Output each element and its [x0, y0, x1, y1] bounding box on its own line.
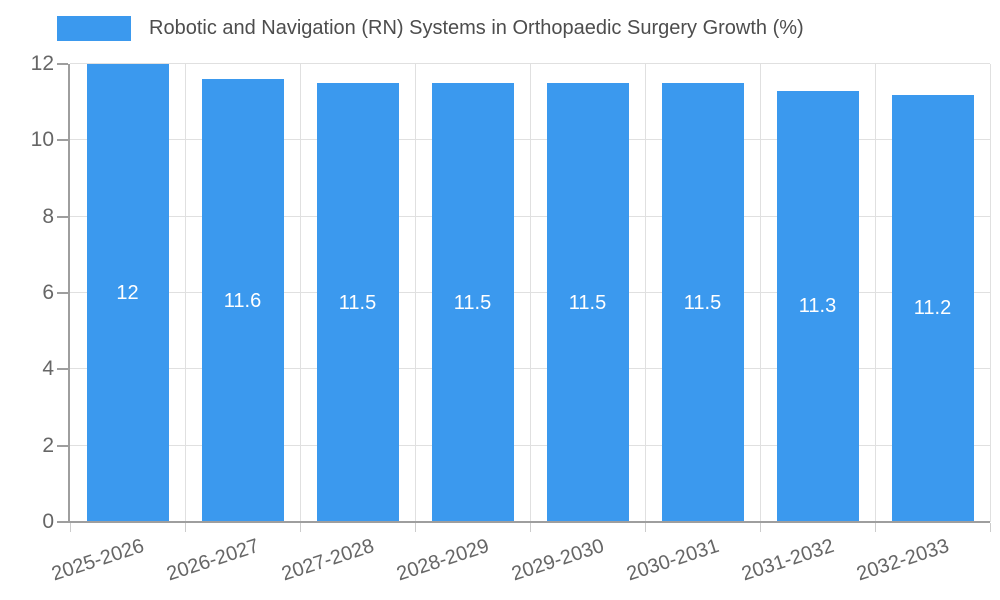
bar: [86, 64, 169, 522]
x-axis-tick: [185, 523, 186, 532]
bar-value-label: 11.3: [798, 295, 837, 318]
chart-title: Robotic and Navigation (RN) Systems in O…: [149, 17, 804, 39]
bar-value-label: 11.5: [683, 291, 722, 314]
x-tick-label: 2025-2026: [48, 534, 147, 586]
bar-value-label: 11.5: [338, 291, 377, 314]
x-axis-tick: [760, 523, 761, 532]
y-axis-line: [68, 64, 70, 523]
bar-value-label: 11.5: [568, 291, 607, 314]
gridline-horizontal: [70, 63, 990, 64]
gridline-vertical: [644, 64, 646, 522]
y-axis-tick: [57, 63, 68, 65]
bar: [431, 83, 514, 522]
bar-value-label: 11.6: [223, 289, 262, 312]
x-tick-label: 2031-2032: [738, 534, 837, 586]
x-axis-tick: [70, 523, 71, 532]
y-axis-tick: [57, 521, 68, 523]
y-tick-label: 8: [42, 204, 54, 228]
x-tick-label: 2030-2031: [623, 534, 722, 586]
bar: [776, 90, 859, 522]
y-tick-label: 10: [30, 128, 54, 152]
x-axis-tick: [300, 523, 301, 532]
gridline-vertical: [759, 64, 761, 522]
y-axis-tick: [57, 215, 68, 218]
bar: [546, 83, 629, 522]
gridline-vertical: [989, 64, 991, 522]
y-tick-label: 12: [30, 52, 54, 75]
x-axis-tick: [645, 523, 646, 532]
y-tick-label: 2: [42, 433, 54, 457]
gridline-vertical: [299, 64, 301, 522]
x-tick-label: 2029-2030: [508, 534, 607, 586]
y-axis-tick: [57, 139, 68, 142]
bar: [891, 94, 974, 522]
legend-swatch-icon: [57, 16, 131, 41]
gridline-vertical: [529, 64, 531, 522]
y-tick-label: 0: [42, 510, 54, 533]
y-tick-label: 6: [42, 281, 54, 304]
x-tick-label: 2026-2027: [163, 534, 262, 586]
y-tick-label: 4: [42, 357, 54, 381]
x-axis-tick: [875, 523, 876, 532]
x-axis-tick: [990, 523, 991, 532]
x-tick-label: 2027-2028: [278, 534, 377, 586]
y-axis-tick: [57, 444, 68, 447]
x-tick-label: 2028-2029: [393, 534, 492, 586]
x-axis-tick: [530, 523, 531, 532]
gridline-vertical: [184, 64, 186, 522]
y-axis-tick: [57, 368, 68, 371]
bar: [201, 79, 284, 522]
gridline-vertical: [414, 64, 416, 522]
bar-value-label: 11.2: [913, 297, 952, 320]
gridline-vertical: [874, 64, 876, 522]
y-axis-tick: [57, 292, 68, 294]
chart-legend: Robotic and Navigation (RN) Systems in O…: [57, 16, 804, 41]
bar: [661, 83, 744, 522]
x-axis-line: [68, 521, 990, 523]
bar: [316, 83, 399, 522]
x-tick-label: 2032-2033: [853, 534, 952, 586]
bar-value-label: 11.5: [453, 291, 492, 314]
x-axis-tick: [415, 523, 416, 532]
bar-value-label: 12: [116, 282, 139, 304]
